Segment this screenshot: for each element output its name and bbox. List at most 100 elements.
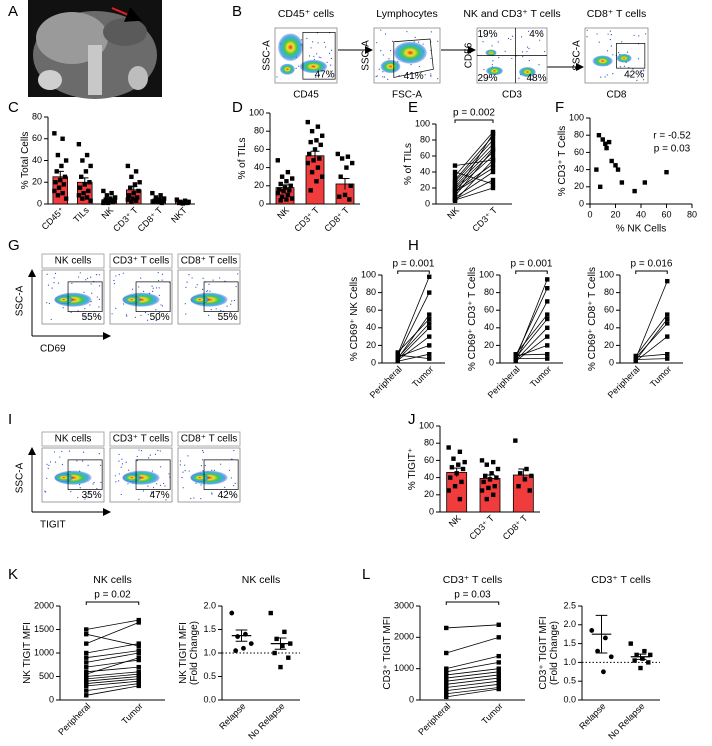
- flow-event: [195, 286, 197, 288]
- flow-event: [142, 490, 145, 492]
- flow-event: [140, 450, 143, 452]
- pair-line: [454, 131, 494, 177]
- data-point: [305, 160, 310, 166]
- y-tick-label: 1500: [34, 624, 54, 634]
- data-point: [272, 650, 277, 656]
- data-point: [460, 466, 466, 472]
- data-point: [335, 151, 340, 157]
- data-point: [633, 354, 638, 360]
- flow-event: [387, 78, 389, 81]
- data-point: [444, 691, 449, 696]
- flow-event: [213, 469, 215, 471]
- flow-event: [188, 470, 190, 472]
- data-point: [427, 321, 432, 326]
- y-tick-label: 0: [489, 357, 494, 367]
- data-point: [444, 675, 449, 681]
- flow-event: [543, 80, 545, 82]
- flow-density: [278, 33, 303, 61]
- flow-event: [200, 465, 203, 467]
- data-point: [496, 622, 501, 627]
- flow-event: [219, 277, 221, 279]
- flow-event: [430, 75, 432, 77]
- flow-event: [202, 451, 205, 453]
- data-point: [136, 681, 141, 686]
- data-point: [59, 163, 64, 169]
- flow-event: [111, 313, 113, 315]
- y-tick-label: 100: [361, 269, 376, 279]
- flow-event: [430, 74, 432, 77]
- data-point: [490, 157, 496, 163]
- flow-event: [610, 45, 612, 47]
- x-tick-label: CD8⁺ T: [322, 205, 351, 234]
- flow-event: [157, 449, 159, 452]
- y-tick-label: 0: [409, 694, 414, 704]
- data-point: [229, 610, 235, 616]
- data-point: [491, 492, 496, 497]
- data-point: [490, 165, 496, 171]
- data-point: [633, 357, 638, 362]
- data-point: [63, 158, 69, 163]
- y-tick-label: 1000: [394, 663, 414, 673]
- data-point: [112, 195, 118, 200]
- data-point: [490, 177, 496, 183]
- flow-event: [51, 287, 53, 289]
- flow-event: [211, 469, 213, 471]
- data-point: [545, 334, 550, 339]
- flow-event: [83, 316, 85, 318]
- data-point: [84, 641, 89, 646]
- flow-event: [87, 464, 89, 466]
- data-point: [52, 188, 57, 194]
- y-tick-label: 0: [371, 357, 376, 367]
- flow-event: [48, 302, 51, 305]
- data-point: [136, 655, 141, 660]
- flow-event: [483, 34, 485, 37]
- data-point: [320, 174, 325, 179]
- data-point: [516, 484, 521, 489]
- data-point: [339, 156, 345, 161]
- flow-title-box: [109, 431, 173, 447]
- flow-event: [118, 274, 120, 276]
- pair-line: [446, 687, 499, 695]
- data-point: [137, 180, 142, 185]
- y-tick-label: 40: [484, 322, 494, 332]
- flow-event: [138, 449, 140, 451]
- data-point: [344, 165, 349, 170]
- flow-title: CD8⁺ T cells: [181, 434, 238, 445]
- data-point: [513, 438, 518, 443]
- flow-event: [158, 294, 160, 296]
- flow-event: [46, 273, 48, 275]
- data-point: [496, 660, 501, 665]
- flow-event: [276, 76, 278, 78]
- panel-label: G: [8, 237, 20, 254]
- flow-title: CD8⁺ T cells: [587, 8, 646, 20]
- flow-event: [504, 50, 506, 52]
- data-point: [125, 197, 131, 202]
- data-point: [125, 163, 131, 169]
- data-point: [136, 657, 141, 663]
- data-point: [109, 190, 114, 196]
- data-point: [628, 641, 633, 646]
- data-point: [347, 197, 352, 202]
- data-point: [490, 141, 496, 147]
- flow-event: [71, 282, 73, 284]
- flow-event: [235, 285, 237, 288]
- flow-title: NK and CD3⁺ T cells: [463, 8, 560, 20]
- y-tick-label: 2.5: [563, 600, 576, 610]
- data-point: [60, 190, 65, 196]
- flow-event: [224, 486, 226, 489]
- flow-density: [190, 295, 209, 305]
- flow-event: [638, 35, 640, 37]
- pair-line: [446, 688, 499, 698]
- data-point: [88, 198, 93, 203]
- data-point: [589, 628, 595, 633]
- data-point: [285, 192, 291, 198]
- y-tick-label: 40: [420, 166, 430, 176]
- pair-line: [446, 624, 499, 629]
- flow-event: [98, 298, 100, 300]
- data-point: [308, 188, 313, 193]
- data-point: [278, 198, 283, 203]
- pair-line: [397, 345, 430, 358]
- data-point: [642, 180, 648, 185]
- flow-event: [186, 281, 188, 283]
- y-tick-label: 20: [254, 180, 264, 190]
